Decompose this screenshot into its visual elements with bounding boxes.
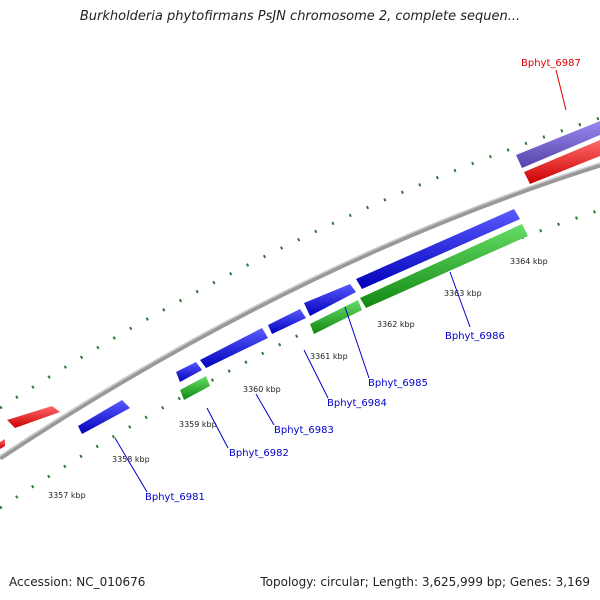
gene-blue-2[interactable] [176,362,202,382]
tick-label: 3359 kbp [179,420,217,429]
gene-label[interactable]: Bphyt_6985 [368,378,428,389]
gene-label[interactable]: Bphyt_6981 [145,492,205,503]
gene-blue-3[interactable] [200,328,268,368]
gene-leader-line [344,306,370,379]
tick-label: 3358 kbp [112,455,150,464]
gene-label[interactable]: Bphyt_6984 [327,398,387,409]
map-title: Burkholderia phytofirmans PsJN chromosom… [79,9,521,24]
gene-label[interactable]: Bphyt_6982 [229,448,289,459]
gene-label[interactable]: Bphyt_6987 [521,58,581,69]
gene-blue-1[interactable] [78,400,130,434]
tick-label: 3363 kbp [444,289,482,298]
gene-leader-line [114,437,148,493]
gene-label-group: Bphyt_6981 Bphyt_6982 Bphyt_6983 Bphyt_6984… [114,58,581,503]
tick-label: 3364 kbp [510,257,548,266]
gene-leader-line [255,393,275,426]
gene-leader-line [303,349,329,399]
tick-label-group: 3357 kbp 3358 kbp 3359 kbp 3360 kbp 3361 kbp… [48,257,548,500]
gene-blue-4[interactable] [268,309,306,334]
gene-label[interactable]: Bphyt_6983 [274,425,334,436]
gene-red-left-2[interactable] [7,406,60,428]
gene-purple-6987[interactable] [516,121,600,168]
tick-label: 3357 kbp [48,491,86,500]
gene-label[interactable]: Bphyt_6986 [445,331,505,342]
gene-red-6987[interactable] [524,140,600,184]
gene-green-1[interactable] [180,376,210,400]
gene-leader-line [206,407,229,449]
gene-red-left-1[interactable] [0,439,5,449]
tick-label: 3362 kbp [377,320,415,329]
gene-leader-line [449,271,471,328]
genome-summary-text: Topology: circular; Length: 3,625,999 bp… [260,575,590,589]
gene-green-2[interactable] [310,300,362,334]
inner-tick-row [0,208,600,510]
accession-text: Accession: NC_010676 [9,575,146,589]
gene-blue-6[interactable] [356,209,520,289]
tick-label: 3360 kbp [243,385,281,394]
gene-leader-line [555,69,567,111]
tick-label: 3361 kbp [310,352,348,361]
gene-green-3[interactable] [360,224,528,308]
gene-blue-5[interactable] [304,284,356,316]
genome-backbone [0,162,600,461]
genome-backbone-highlight [0,162,600,457]
